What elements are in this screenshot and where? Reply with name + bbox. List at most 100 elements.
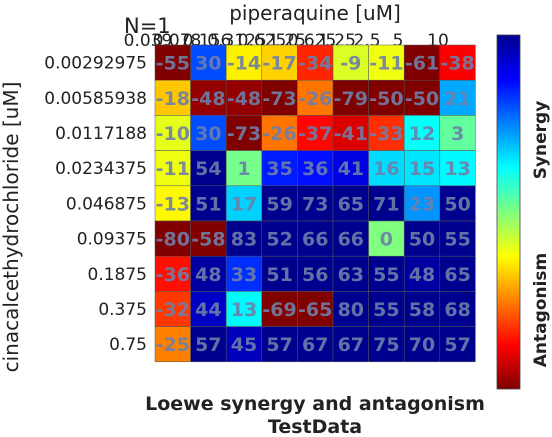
- heatmap-cell: [403, 185, 441, 222]
- chart-title: Loewe synergy and antagonism: [145, 393, 485, 415]
- heatmap-cell: [332, 150, 369, 187]
- heatmap-cell-value: 57: [444, 334, 470, 356]
- heatmap-cell-value: -17: [262, 53, 296, 75]
- heatmap-cell: [154, 44, 191, 81]
- heatmap-cell-value: 13: [444, 158, 470, 180]
- heatmap-cell-value: 23: [409, 193, 435, 215]
- heatmap-cell: [190, 44, 227, 81]
- y-tick-label: 0.0234375: [55, 159, 147, 179]
- heatmap-cell: [332, 220, 369, 257]
- heatmap-cell-value: -55: [156, 53, 190, 75]
- heatmap-cell: [190, 255, 227, 292]
- heatmap-cell: [190, 185, 227, 222]
- heatmap-cell-value: 17: [231, 193, 257, 215]
- heatmap-cell-value: -26: [262, 123, 296, 145]
- heatmap-cell-value: -48: [191, 88, 225, 110]
- heatmap-cell: [261, 150, 298, 187]
- heatmap-cell-value: 67: [302, 334, 328, 356]
- heatmap-cell-value: -32: [156, 299, 190, 321]
- heatmap-cell-value: 3: [451, 123, 464, 145]
- y-tick-label: 0.00292975: [44, 54, 147, 74]
- heatmap-cell-value: -73: [262, 88, 296, 110]
- heatmap-cell: [368, 150, 405, 187]
- heatmap-cell: [225, 79, 263, 116]
- heatmap-cell-value: -37: [298, 123, 332, 145]
- heatmap-cell: [261, 220, 298, 257]
- heatmap-cell-value: 12: [409, 123, 435, 145]
- heatmap-cell-value: -13: [156, 193, 190, 215]
- heatmap-cell-value: -9: [340, 53, 361, 75]
- heatmap-cell-labels: -55 30 -14 -17 -34 -9 -11 -61 -38-18 -48 -48 -73 -26…: [156, 53, 475, 357]
- heatmap-cell: [154, 255, 191, 292]
- heatmap-cell-value: 59: [266, 193, 292, 215]
- heatmap-cell: [439, 44, 476, 81]
- heatmap-cell-value: -58: [191, 229, 225, 251]
- heatmap-cell: [154, 150, 191, 187]
- heatmap-cell: [225, 326, 263, 363]
- heatmap-cell-value: -14: [227, 53, 261, 75]
- heatmap-cell: [403, 326, 441, 363]
- heatmap-cell-value: 45: [231, 334, 257, 356]
- heatmap-cell-value: 57: [195, 334, 221, 356]
- heatmap-cell: [297, 79, 334, 116]
- heatmap-cell-value: 1: [237, 158, 250, 180]
- heatmap-cell-value: 52: [266, 229, 292, 251]
- heatmap-cell-value: 65: [338, 193, 364, 215]
- heatmap-cell-value: 50: [444, 193, 470, 215]
- heatmap-cell-value: 55: [373, 264, 399, 286]
- heatmap-cell-value: 48: [195, 264, 221, 286]
- heatmap-cell-value: 66: [302, 229, 328, 251]
- heatmap-cell: [190, 150, 227, 187]
- heatmap-cell: [190, 326, 227, 363]
- heatmap-cell: [439, 326, 476, 363]
- heatmap-cell-value: 54: [195, 158, 221, 180]
- heatmap-cell: [368, 185, 405, 222]
- heatmap-cell-value: -73: [227, 123, 261, 145]
- heatmap-cell-value: -61: [405, 53, 439, 75]
- heatmap-cell-value: 51: [195, 193, 221, 215]
- heatmap-cell-value: 33: [231, 264, 257, 286]
- y-tick-label: 0.00585938: [44, 89, 147, 109]
- heatmap-cell: [225, 44, 263, 81]
- heatmap-cell: [297, 220, 334, 257]
- heatmap-cell-value: 75: [373, 334, 399, 356]
- n-annotation: N=1: [124, 14, 171, 38]
- heatmap-cell: [225, 291, 263, 327]
- y-axis-label: cinacalcethydrochloride [uM]: [0, 82, 23, 373]
- heatmap-cell: [190, 79, 227, 116]
- heatmap-cell-value: -11: [156, 158, 190, 180]
- heatmap-cell-value: 70: [409, 334, 435, 356]
- heatmap-cell: [190, 291, 227, 327]
- heatmap-cell-value: 51: [266, 264, 292, 286]
- heatmap-cell: [439, 150, 476, 187]
- heatmap-cell: [332, 185, 369, 222]
- colorbar: [496, 34, 521, 390]
- heatmap-cell-value: 30: [195, 123, 221, 145]
- heatmap-cell: [261, 291, 298, 327]
- y-tick-label: 0.375: [98, 300, 147, 320]
- heatmap-cell-value: 36: [302, 158, 328, 180]
- heatmap-cell-value: 58: [409, 299, 435, 321]
- heatmap-cell: [154, 115, 191, 151]
- heatmap-cell: [261, 326, 298, 363]
- heatmap-cell-value: 63: [338, 264, 364, 286]
- heatmap-cell: [368, 220, 405, 257]
- heatmap-cell: [403, 255, 441, 292]
- heatmap-cell: [332, 326, 369, 363]
- heatmap-cell: [368, 79, 405, 116]
- heatmap-cell: [403, 220, 441, 257]
- chart-subtitle: TestData: [268, 416, 362, 437]
- heatmap-cell-value: 55: [444, 229, 470, 251]
- heatmap-cell-value: -10: [156, 123, 190, 145]
- heatmap-cell: [154, 79, 191, 116]
- heatmap-cell: [261, 79, 298, 116]
- y-tick-label: 0.75: [109, 335, 147, 355]
- heatmap-cell-value: -80: [156, 229, 190, 251]
- heatmap-cell: [297, 291, 334, 327]
- heatmap-cell-value: 35: [266, 158, 292, 180]
- heatmap-cell-value: -36: [156, 264, 190, 286]
- heatmap-cell-value: 41: [338, 158, 364, 180]
- colorbar-bottom-label: Antagonism: [531, 253, 551, 367]
- heatmap-cell-value: 83: [231, 229, 257, 251]
